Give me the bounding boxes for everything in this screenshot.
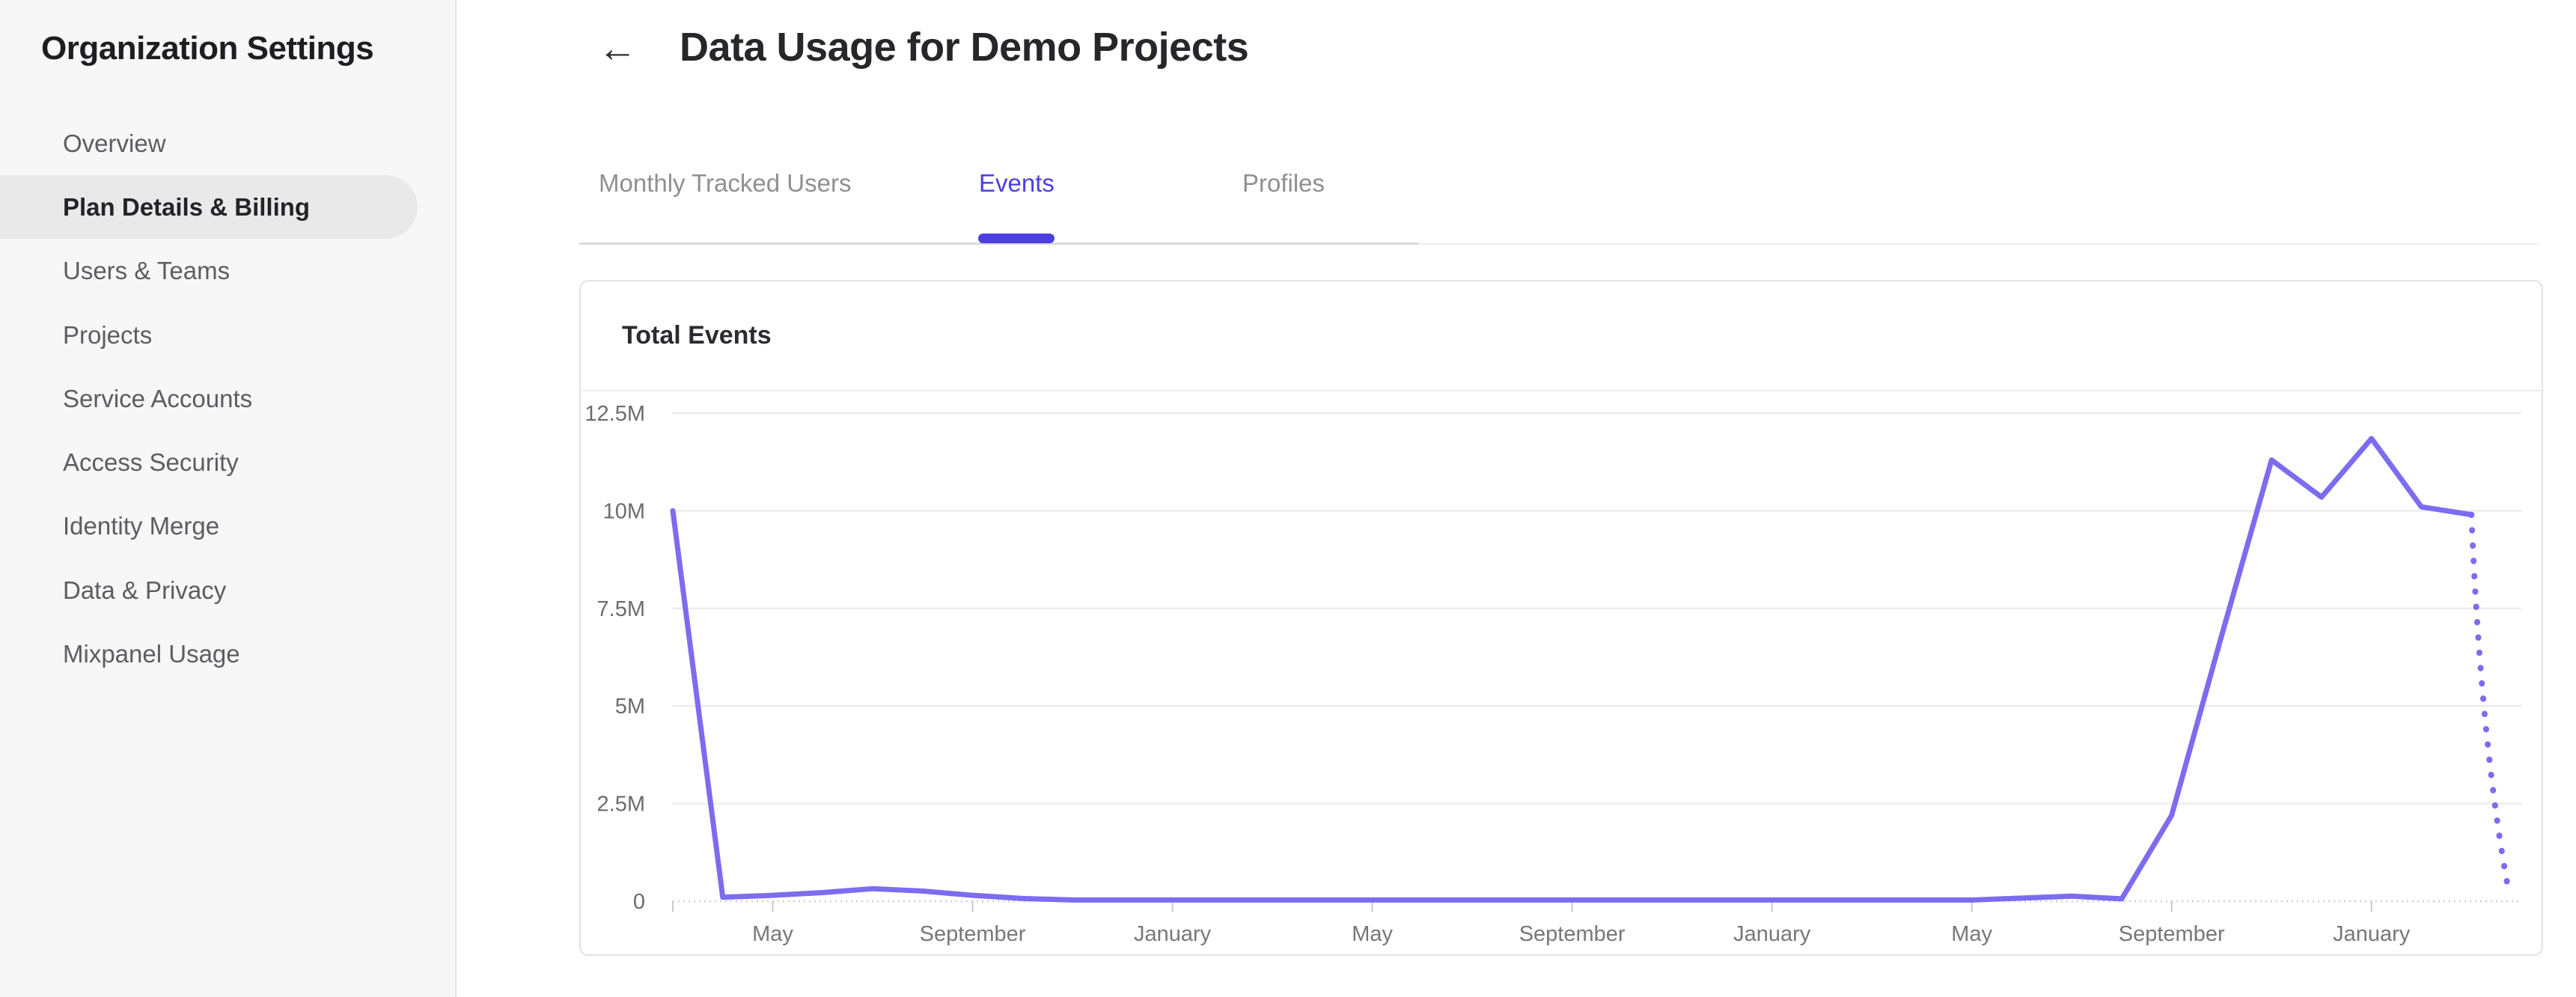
y-tick-label: 5M [615, 695, 645, 719]
sidebar-item-identity-merge[interactable]: Identity Merge [63, 512, 220, 540]
sidebar: Organization Settings Overview Plan Deta… [0, 0, 457, 997]
tab-monthly-tracked-users[interactable]: Monthly Tracked Users [599, 169, 852, 197]
total-events-chart: 0 2.5M 5M 7.5M 10M 12.5M May September January Ma… [585, 402, 2521, 946]
x-tick-label: January [2333, 922, 2411, 946]
series-line [670, 436, 2474, 903]
y-tick-label: 12.5M [585, 402, 645, 426]
sidebar-item-projects[interactable]: Projects [63, 321, 153, 349]
tab-events[interactable]: Events [979, 169, 1054, 197]
y-tick-label: 2.5M [597, 793, 645, 817]
x-tick-label: January [1134, 922, 1212, 946]
x-tick-label: May [752, 922, 793, 946]
tabs-bottom-border [579, 243, 1419, 245]
y-tick-label: 10M [603, 499, 645, 523]
sidebar-item-overview[interactable]: Overview [63, 129, 166, 157]
tab-profiles[interactable]: Profiles [1242, 169, 1325, 197]
x-tick-label: January [1733, 922, 1811, 946]
x-tick-label: September [2119, 922, 2225, 946]
sidebar-item-users-teams[interactable]: Users & Teams [63, 257, 231, 284]
sidebar-item-plan-details-billing[interactable]: Plan Details & Billing [0, 175, 418, 239]
sidebar-item-access-security[interactable]: Access Security [63, 448, 239, 476]
x-tick-label: September [920, 922, 1026, 946]
sidebar-title: Organization Settings [41, 30, 374, 67]
sidebar-item-service-accounts[interactable]: Service Accounts [63, 385, 253, 412]
x-tick-label: September [1519, 922, 1626, 946]
x-tick-label: May [1352, 922, 1393, 946]
total-events-card: Total Events 0 2.5M 5M 7.5M 10M 12.5M May Septe… [579, 280, 2543, 956]
card-title: Total Events [622, 321, 772, 350]
back-arrow-icon[interactable]: ← [598, 27, 637, 70]
sidebar-item-mixpanel-usage[interactable]: Mixpanel Usage [63, 640, 240, 668]
card-header: Total Events [581, 281, 2542, 391]
tabs-divider [579, 243, 2539, 245]
page-title: Data Usage for Demo Projects [680, 25, 1249, 70]
series-line-projected [2468, 511, 2512, 898]
y-tick-label: 7.5M [597, 597, 645, 621]
active-tab-indicator [978, 234, 1054, 243]
x-tick-label: May [1951, 922, 1992, 946]
y-tick-label: 0 [633, 890, 645, 914]
sidebar-item-data-privacy[interactable]: Data & Privacy [63, 576, 227, 604]
